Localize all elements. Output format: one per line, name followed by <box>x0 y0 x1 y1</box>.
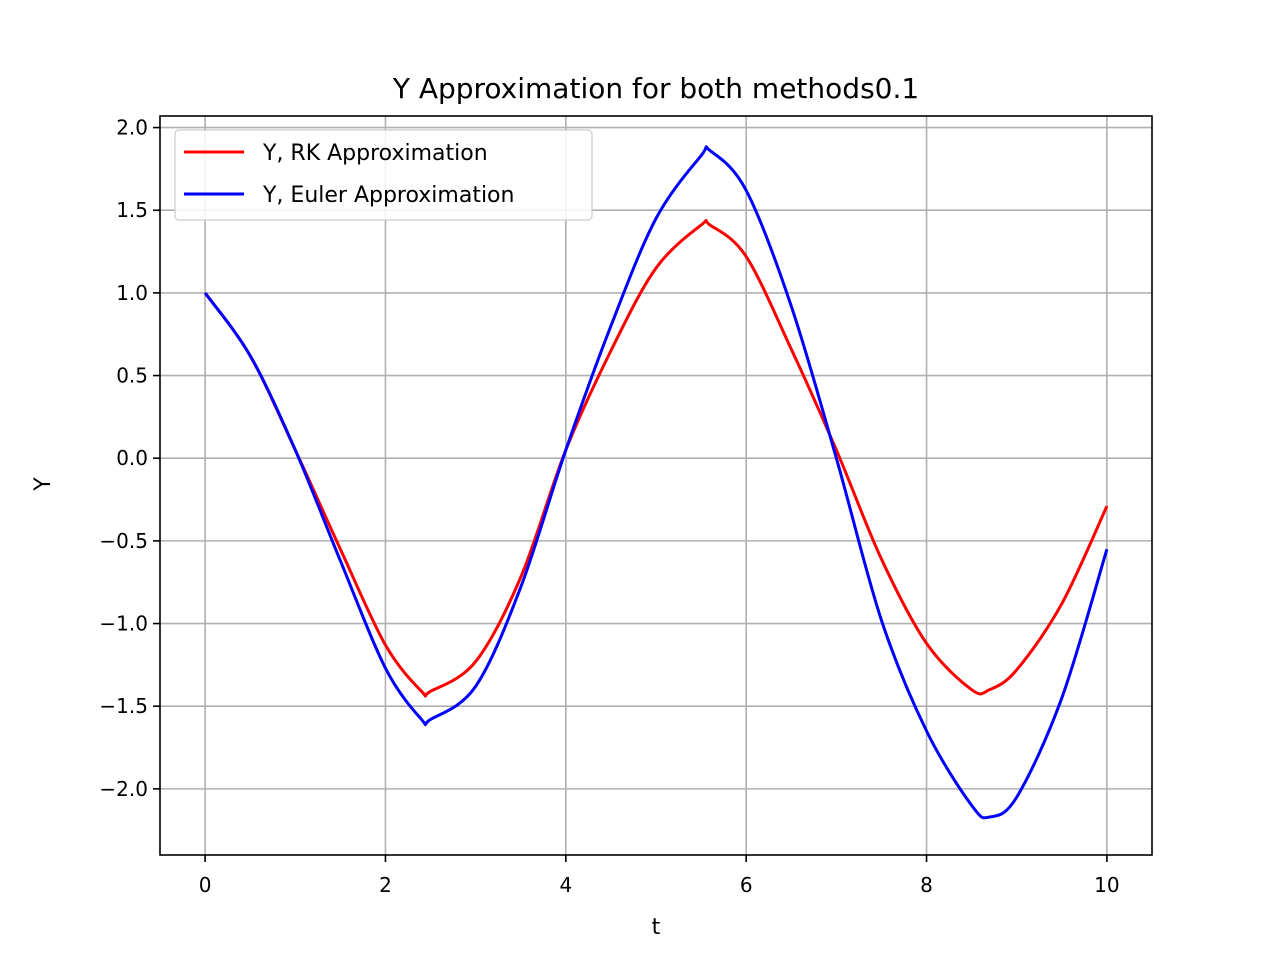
legend-label-euler: Y, Euler Approximation <box>262 183 514 208</box>
series-layer <box>203 145 1109 820</box>
y-tick-label: 0.5 <box>116 364 148 388</box>
x-tick-label: 2 <box>379 873 392 897</box>
x-tick-label: 6 <box>740 873 753 897</box>
y-tick-label: 2.0 <box>116 116 148 140</box>
y-tick-label: 1.5 <box>116 198 148 222</box>
x-tick-label: 4 <box>559 873 572 897</box>
y-tick-label: −1.5 <box>99 694 148 718</box>
x-tick-label: 10 <box>1094 873 1119 897</box>
y-tick-label: 0.0 <box>116 446 148 470</box>
tick-layer: 0 2 4 6 8 10 −2.0 −1.5 −1.0 −0.5 0.0 0.5 1.0 1.5 2.0 <box>99 116 1119 897</box>
series-line-euler <box>203 145 1109 820</box>
x-tick-label: 0 <box>199 873 212 897</box>
x-axis-label: t <box>652 915 661 940</box>
y-axis-label: Y <box>31 477 56 492</box>
series-line-rk <box>203 218 1109 698</box>
legend: Y, RK Approximation Y, Euler Approximati… <box>174 129 593 221</box>
y-tick-label: −0.5 <box>99 529 148 553</box>
chart-title: Y Approximation for both methods0.1 <box>392 72 919 105</box>
grid-layer <box>160 116 1152 855</box>
x-tick-label: 8 <box>920 873 933 897</box>
legend-label-rk: Y, RK Approximation <box>262 141 488 166</box>
plot-frame <box>159 115 1153 856</box>
legend-box <box>174 129 593 221</box>
y-tick-label: −2.0 <box>99 777 148 801</box>
y-tick-label: 1.0 <box>116 281 148 305</box>
y-tick-label: −1.0 <box>99 612 148 636</box>
